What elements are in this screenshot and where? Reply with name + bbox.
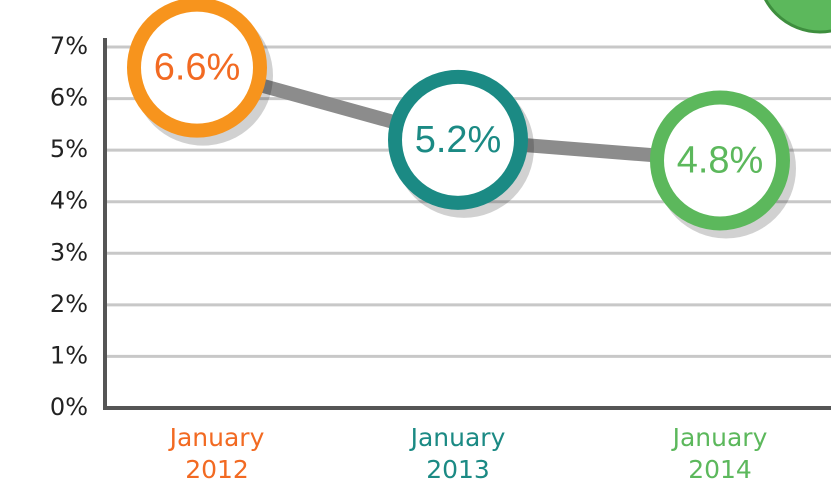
data-label: 4.8% bbox=[677, 139, 764, 181]
decoration bbox=[764, 0, 831, 34]
y-tick-label: 4% bbox=[50, 187, 88, 215]
point bbox=[650, 90, 790, 231]
data-label: 5.2% bbox=[415, 119, 502, 161]
x-tick-label: January 2012 bbox=[169, 423, 265, 484]
y-tick-label: 0% bbox=[50, 393, 88, 421]
y-tick-label: 7% bbox=[50, 32, 88, 60]
y-tick-label: 1% bbox=[50, 341, 88, 369]
point bbox=[388, 69, 528, 210]
point bbox=[127, 0, 267, 138]
y-tick-label: 3% bbox=[50, 238, 88, 266]
y-tick-label: 2% bbox=[50, 290, 88, 318]
data-label: 6.6% bbox=[154, 47, 241, 89]
y-tick-label: 5% bbox=[50, 135, 88, 163]
y-tick-label: 6% bbox=[50, 84, 88, 112]
x-tick-label: January 2013 bbox=[410, 423, 506, 484]
x-tick-label: January 2014 bbox=[672, 423, 768, 484]
